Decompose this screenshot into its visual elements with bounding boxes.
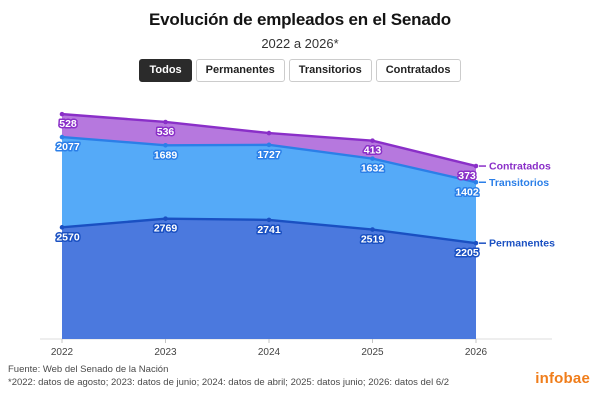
- value-label-contratados-2025: 413: [364, 145, 382, 157]
- value-label-transitorios-2025: 1632: [361, 163, 385, 175]
- point-transitorios-2023[interactable]: [163, 142, 168, 148]
- point-transitorios-2026[interactable]: [473, 179, 479, 185]
- tab-todos[interactable]: Todos: [139, 59, 192, 82]
- point-permanentes-2022[interactable]: [59, 225, 65, 230]
- value-label-permanentes-2024: 2741: [257, 224, 281, 236]
- chart-subtitle: 2022 a 2026*: [261, 36, 339, 51]
- point-transitorios-2025[interactable]: [370, 156, 375, 161]
- point-permanentes-2025[interactable]: [370, 227, 375, 232]
- value-label-transitorios-2022: 2077: [56, 141, 80, 153]
- footnote-text: *2022: datos de agosto; 2023: datos de j…: [8, 377, 450, 388]
- series-label-permanentes: Permanentes: [489, 238, 555, 250]
- x-axis-label-2025: 2025: [361, 347, 384, 358]
- area-contratados[interactable]: [62, 114, 476, 183]
- value-label-permanentes-2023: 2769: [154, 223, 178, 235]
- point-contratados-2024[interactable]: [266, 130, 272, 136]
- value-label-contratados-2026: 373: [458, 170, 476, 182]
- value-label-transitorios-2024: 1727: [257, 149, 281, 161]
- point-contratados-2022[interactable]: [59, 111, 65, 117]
- x-axis-label-2023: 2023: [154, 347, 177, 358]
- x-axis-label-2022: 2022: [51, 347, 74, 358]
- value-label-transitorios-2026: 1402: [455, 186, 479, 198]
- value-label-permanentes-2026: 2205: [455, 247, 479, 259]
- point-permanentes-2024[interactable]: [266, 217, 272, 223]
- tab-transitorios[interactable]: Transitorios: [288, 59, 372, 82]
- series-filter-tabs: Todos Permanentes Transitorios Contratados: [0, 59, 600, 82]
- page-title: Evolución de empleados en el Senado: [149, 10, 451, 29]
- value-label-transitorios-2023: 1689: [154, 149, 178, 161]
- x-axis-label-2026: 2026: [465, 347, 488, 358]
- source-text: Fuente: Web del Senado de la Nación: [8, 364, 169, 375]
- chart-footer: Fuente: Web del Senado de la Nación *202…: [8, 363, 449, 389]
- point-contratados-2026[interactable]: [473, 163, 479, 169]
- point-permanentes-2026[interactable]: [473, 240, 479, 246]
- point-permanentes-2023[interactable]: [163, 216, 168, 221]
- value-label-contratados-2022: 528: [59, 118, 77, 130]
- series-label-contratados: Contratados: [489, 161, 551, 173]
- value-label-contratados-2023: 536: [157, 126, 175, 138]
- value-label-permanentes-2022: 2570: [56, 231, 80, 243]
- area-permanentes[interactable]: [62, 218, 476, 339]
- tab-contratados[interactable]: Contratados: [375, 59, 461, 82]
- point-contratados-2025[interactable]: [370, 138, 375, 143]
- infobae-logo: infobae: [535, 370, 590, 387]
- point-transitorios-2024[interactable]: [266, 142, 272, 148]
- point-transitorios-2022[interactable]: [59, 134, 65, 140]
- series-label-transitorios: Transitorios: [489, 177, 549, 189]
- tab-permanentes[interactable]: Permanentes: [195, 59, 285, 82]
- value-label-permanentes-2025: 2519: [361, 234, 385, 246]
- point-contratados-2023[interactable]: [163, 119, 168, 125]
- x-axis-label-2024: 2024: [258, 347, 281, 358]
